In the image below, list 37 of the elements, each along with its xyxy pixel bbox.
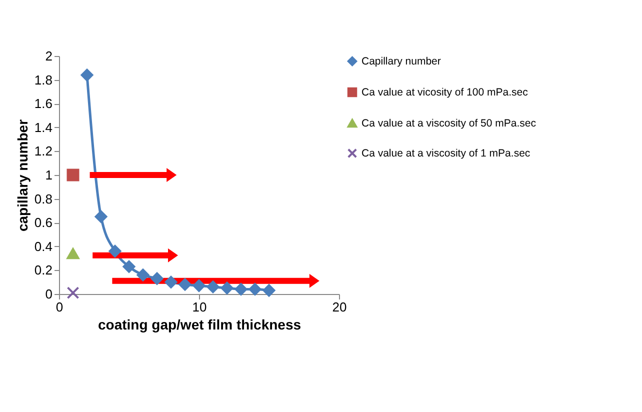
- point: [80, 68, 94, 82]
- y-tick-label: 0.4: [34, 238, 52, 254]
- point: [192, 279, 206, 292]
- y-tick-label: 0: [45, 286, 52, 302]
- point: [108, 244, 122, 258]
- x-tick-label: 0: [56, 300, 64, 314]
- point: [234, 282, 248, 296]
- point: [66, 248, 80, 260]
- y-tick-label: 1.6: [34, 96, 52, 112]
- y-tick-label: 1.8: [34, 72, 52, 88]
- legend-label: Ca value at a viscosity of 1 mPa.sec: [362, 147, 530, 160]
- y-tick-label: 1: [45, 168, 52, 182]
- point: [206, 280, 220, 294]
- x-axis-title: coating gap/wet film thickness: [98, 316, 302, 332]
- x-tick-label: 20: [332, 300, 347, 314]
- y-tick-label: 1.2: [34, 144, 52, 159]
- y-tick-label: 1.4: [34, 120, 52, 135]
- y-tick-label: 2: [45, 48, 52, 64]
- x-tick-label: 10: [192, 300, 207, 314]
- point: [262, 284, 276, 297]
- point: [248, 282, 262, 296]
- point: [178, 278, 192, 291]
- legend-label: Capillary number: [362, 55, 442, 68]
- point: [164, 276, 178, 288]
- point: [150, 272, 164, 285]
- legend-label: Ca value at a viscosity of 50 mPa.sec: [362, 117, 536, 130]
- legend-label: Ca value at vicosity of 100 mPa.sec: [362, 86, 528, 98]
- y-tick-label: 0.6: [34, 215, 52, 230]
- point: [94, 210, 108, 223]
- point: [220, 282, 234, 294]
- point: [66, 168, 80, 182]
- y-tick-label: 0.8: [34, 191, 52, 206]
- point: [66, 286, 80, 300]
- y-axis-title: capillary number: [14, 118, 30, 232]
- point: [136, 268, 150, 282]
- y-tick-label: 0.2: [34, 262, 52, 278]
- point: [122, 260, 136, 273]
